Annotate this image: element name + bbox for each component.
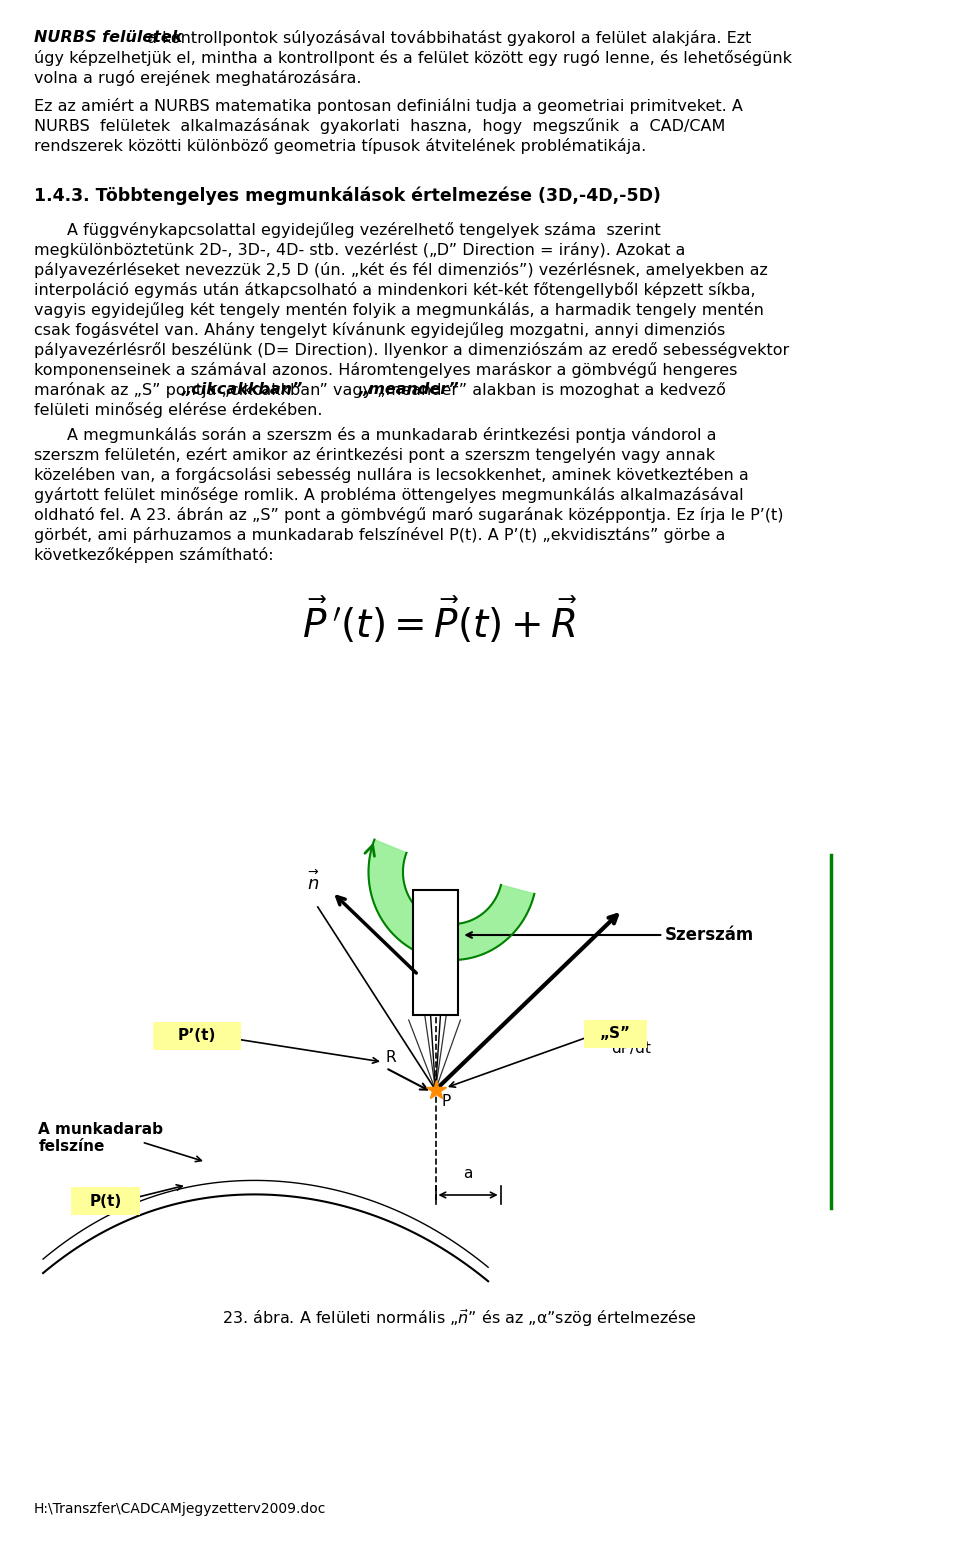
Text: pályavezérlésről beszélünk (D= Direction). Ilyenkor a dimenziószám az eredő sebe: pályavezérlésről beszélünk (D= Direction… — [34, 342, 789, 358]
FancyBboxPatch shape — [584, 1020, 647, 1048]
FancyBboxPatch shape — [71, 1187, 140, 1214]
Text: felületi minőség elérése érdekében.: felületi minőség elérése érdekében. — [34, 402, 322, 418]
Text: a kontrollpontok súlyozásával továbbihatást gyakorol a felület alakjára. Ezt: a kontrollpontok súlyozásával továbbihat… — [142, 29, 751, 46]
Text: gyártott felület minősége romlik. A probléma öttengelyes megmunkálás alkalmazásá: gyártott felület minősége romlik. A prob… — [34, 487, 743, 502]
Text: dP/dt: dP/dt — [611, 1040, 651, 1056]
Text: α: α — [444, 971, 456, 989]
Text: P(t): P(t) — [89, 1193, 121, 1208]
Text: NURBS  felületek  alkalmazásának  gyakorlati  haszna,  hogy  megszűnik  a  CAD/C: NURBS felületek alkalmazásának gyakorlat… — [34, 119, 725, 134]
Text: „S”: „S” — [600, 1026, 631, 1042]
Text: $\vec{P}\,'(t) = \vec{P}(t) + \vec{R}$: $\vec{P}\,'(t) = \vec{P}(t) + \vec{R}$ — [302, 595, 578, 646]
Text: 1.4.3. Többtengelyes megmunkálások értelmezése (3D,-4D,-5D): 1.4.3. Többtengelyes megmunkálások értel… — [34, 186, 660, 205]
Polygon shape — [369, 840, 535, 960]
Text: A függvénykapcsolattal egyidejűleg vezérelhető tengelyek száma  szerint: A függvénykapcsolattal egyidejűleg vezér… — [67, 222, 660, 237]
Text: görbét, ami párhuzamos a munkadarab felszínével P(t). A P’(t) „ekvidisztáns” gör: görbét, ami párhuzamos a munkadarab fels… — [34, 527, 725, 542]
Text: Ez az amiért a NURBS matematika pontosan definiálni tudja a geometriai primitvek: Ez az amiért a NURBS matematika pontosan… — [34, 99, 742, 114]
Text: „meander”: „meander” — [359, 382, 460, 398]
Text: úgy képzelhetjük el, mintha a kontrollpont és a felület között egy rugó lenne, é: úgy képzelhetjük el, mintha a kontrollpo… — [34, 49, 791, 66]
Text: „cikcakkban”: „cikcakkban” — [181, 382, 303, 398]
Text: P’(t): P’(t) — [178, 1028, 216, 1043]
FancyBboxPatch shape — [154, 1022, 241, 1049]
Text: $\overset{\rightarrow}{n}$: $\overset{\rightarrow}{n}$ — [305, 869, 320, 894]
Text: vagyis egyidejűleg két tengely mentén folyik a megmunkálás, a harmadik tengely m: vagyis egyidejűleg két tengely mentén fo… — [34, 302, 763, 317]
Text: közelében van, a forgácsolási sebesség nullára is lecsokkenhet, aminek következt: közelében van, a forgácsolási sebesség n… — [34, 467, 748, 482]
Text: R: R — [385, 1051, 396, 1065]
Text: NURBS felületek: NURBS felületek — [34, 29, 181, 45]
Text: marónak az „S” pontja „cikcakkban” vagy „meander” alakban is mozoghat a kedvező: marónak az „S” pontja „cikcakkban” vagy … — [34, 382, 726, 398]
Text: komponenseinek a számával azonos. Háromtengelyes maráskor a gömbvégű hengeres: komponenseinek a számával azonos. Háromt… — [34, 362, 737, 378]
Text: A munkadarab
felszíne: A munkadarab felszíne — [38, 1122, 163, 1154]
Text: H:\Transzfer\CADCAMjegyzetterv2009.doc: H:\Transzfer\CADCAMjegyzetterv2009.doc — [34, 1502, 325, 1516]
Text: megkülönböztetünk 2D-, 3D-, 4D- stb. vezérlést („D” Direction = irány). Azokat a: megkülönböztetünk 2D-, 3D-, 4D- stb. vez… — [34, 242, 684, 257]
Text: csak fogásvétel van. Ahány tengelyt kívánunk egyidejűleg mozgatni, annyi dimenzi: csak fogásvétel van. Ahány tengelyt kívá… — [34, 322, 725, 337]
Text: volna a rugó erejének meghatározására.: volna a rugó erejének meghatározására. — [34, 69, 361, 86]
Text: szerszm felületén, ezért amikor az érintkezési pont a szerszm tengelyén vagy ann: szerszm felületén, ezért amikor az érint… — [34, 447, 714, 462]
Text: P: P — [442, 1094, 450, 1110]
Text: A megmunkálás során a szerszm és a munkadarab érintkezési pontja vándorol a: A megmunkálás során a szerszm és a munka… — [67, 427, 716, 442]
Text: Szerszám: Szerszám — [665, 926, 755, 945]
Text: oldható fel. A 23. ábrán az „S” pont a gömbvégű maró sugarának középpontja. Ez í: oldható fel. A 23. ábrán az „S” pont a g… — [34, 507, 783, 522]
Text: interpoláció egymás után átkapcsolható a mindenkori két-két főtengellyből képzet: interpoláció egymás után átkapcsolható a… — [34, 282, 756, 297]
Text: következőképpen számítható:: következőképpen számítható: — [34, 547, 274, 562]
Text: rendszerek közötti különböző geometria típusok átvitelének problématikája.: rendszerek közötti különböző geometria t… — [34, 139, 646, 154]
Text: pályavezérléseket nevezzük 2,5 D (ún. „két és fél dimenziós”) vezérlésnek, amely: pályavezérléseket nevezzük 2,5 D (ún. „k… — [34, 262, 767, 277]
Bar — [413, 891, 459, 1016]
Text: a: a — [464, 1167, 472, 1180]
Text: 23. ábra. A felületi normális „$\vec{n}$” és az „α”szög értelmezése: 23. ábra. A felületi normális „$\vec{n}$… — [222, 1308, 697, 1330]
